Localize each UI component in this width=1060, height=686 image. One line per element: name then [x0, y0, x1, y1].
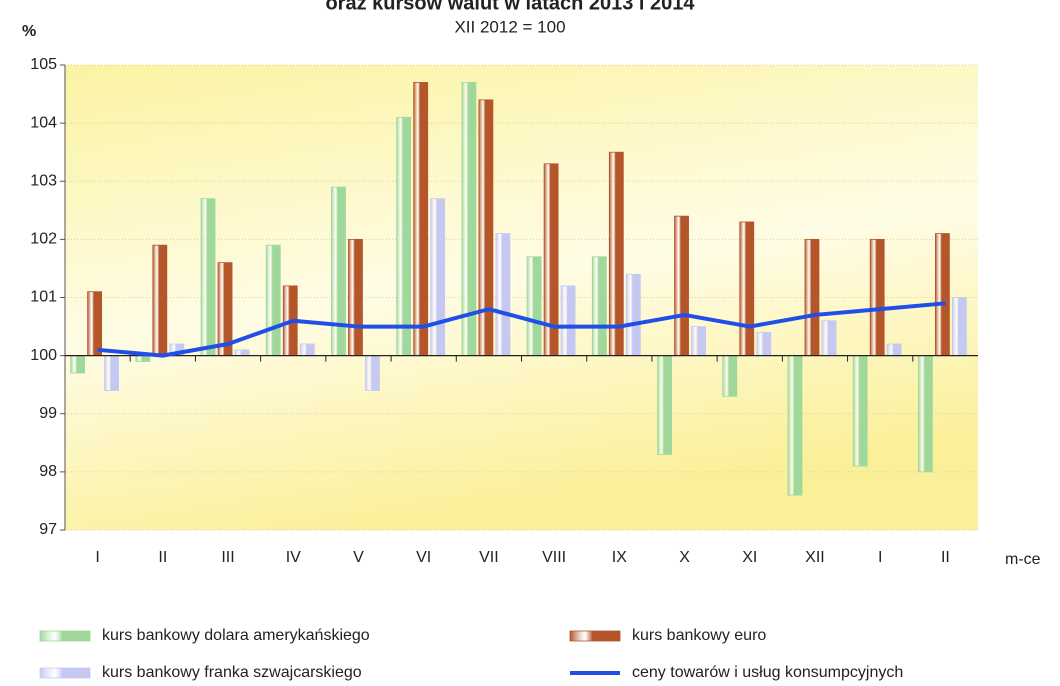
legend-swatch	[39, 667, 91, 679]
bar	[560, 285, 576, 357]
bar	[413, 82, 429, 357]
bar	[234, 349, 250, 357]
bar	[430, 198, 446, 357]
legend-label: kurs bankowy dolara amerykańskiego	[102, 627, 370, 644]
bar	[691, 326, 706, 357]
bar	[348, 238, 363, 357]
bar	[625, 273, 641, 357]
legend-swatch	[39, 630, 91, 642]
bar	[87, 291, 103, 357]
bar	[917, 355, 933, 473]
y-tick-label: 105	[30, 56, 57, 73]
legend-label: ceny towarów i usług konsumpcyjnych	[632, 664, 903, 681]
y-tick-label: 97	[39, 521, 57, 538]
x-tick-label: VI	[416, 549, 431, 566]
bar	[299, 343, 315, 357]
x-axis-label: m-ce	[1005, 551, 1041, 568]
legend-label: kurs bankowy euro	[632, 627, 766, 644]
bar	[265, 244, 281, 357]
bar	[722, 355, 738, 397]
bar	[478, 99, 494, 357]
y-tick-label: 98	[39, 463, 57, 480]
bar	[804, 238, 820, 357]
bar	[951, 297, 967, 357]
x-tick-label: IV	[286, 549, 301, 566]
x-tick-label: VIII	[542, 549, 566, 566]
bar	[331, 186, 346, 357]
y-tick-label: 101	[30, 289, 57, 306]
x-tick-label: X	[679, 549, 690, 566]
bar	[821, 320, 837, 357]
x-tick-label: II	[158, 549, 167, 566]
x-tick-label: II	[941, 549, 950, 566]
bar	[70, 355, 86, 374]
bar	[934, 233, 950, 357]
x-tick-label: XI	[742, 549, 757, 566]
bar	[886, 343, 902, 357]
y-tick-label: 102	[30, 231, 57, 248]
bar	[739, 221, 755, 357]
bar	[787, 355, 803, 496]
bar	[674, 215, 689, 357]
chart-subtitle: XII 2012 = 100	[454, 17, 565, 36]
x-tick-label: III	[221, 549, 234, 566]
x-tick-label: VII	[479, 549, 499, 566]
bar	[756, 331, 772, 357]
x-tick-label: IX	[612, 549, 627, 566]
bar	[365, 355, 380, 391]
bar	[396, 116, 412, 357]
y-tick-label: 103	[30, 172, 57, 189]
bar	[526, 256, 542, 357]
legend-label: kurs bankowy franka szwajcarskiego	[102, 664, 362, 681]
y-axis-label: %	[22, 23, 36, 40]
bar	[152, 244, 168, 357]
bar	[135, 355, 151, 362]
bar	[104, 355, 120, 391]
bar	[495, 233, 511, 357]
x-tick-label: I	[878, 549, 882, 566]
bar	[869, 238, 885, 357]
y-tick-label: 104	[30, 114, 57, 131]
bar	[200, 198, 216, 357]
x-tick-label: I	[95, 549, 99, 566]
x-tick-label: V	[353, 549, 364, 566]
bar	[657, 355, 672, 455]
chart-title: oraz kursów walut w latach 2013 i 2014	[325, 0, 695, 14]
y-tick-label: 100	[30, 347, 57, 364]
bar	[852, 355, 868, 467]
x-tick-label: XII	[805, 549, 825, 566]
legend-swatch	[569, 630, 621, 642]
bar	[591, 256, 607, 357]
y-tick-label: 99	[39, 405, 57, 422]
line	[97, 301, 946, 358]
